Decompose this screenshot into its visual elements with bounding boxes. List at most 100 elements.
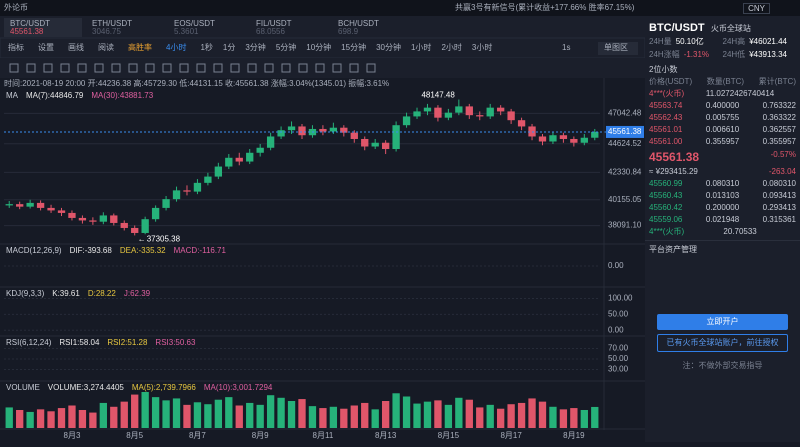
interval-button[interactable]: 10分钟 — [306, 42, 331, 52]
bid-row: 4***(火币) 20.70533 — [645, 226, 800, 238]
draw-tool[interactable] — [94, 63, 104, 73]
interval-button[interactable]: 1s — [562, 43, 570, 52]
volume-bar — [214, 399, 223, 428]
draw-tool[interactable] — [264, 63, 274, 73]
candle-body — [455, 106, 463, 113]
volume-bar — [591, 406, 599, 428]
interval-button[interactable]: 15分钟 — [341, 42, 366, 52]
volume-bar — [172, 398, 181, 428]
interval-button[interactable]: 3分钟 — [245, 42, 265, 52]
volume-bar — [131, 394, 139, 428]
tab-name[interactable]: FIL/USDT — [256, 19, 292, 28]
x-tick-label: 8月13 — [375, 431, 397, 440]
y-tick-label: 38091.10 — [608, 221, 642, 230]
draw-tool[interactable] — [60, 63, 70, 73]
toolbar-button[interactable]: 高胜率 — [128, 42, 152, 52]
volume-bar — [141, 392, 149, 428]
tab-name[interactable]: BCH/USDT — [338, 19, 379, 28]
y-tick-label: 30.00 — [608, 365, 629, 374]
draw-tool[interactable] — [315, 63, 325, 73]
interval-button[interactable]: 1秒 — [200, 42, 212, 52]
legend-item: DIF:-393.68 — [70, 246, 113, 255]
candle-body — [497, 107, 505, 112]
candle-body — [36, 202, 45, 208]
cell: 45561.00 — [649, 137, 683, 146]
draw-tool[interactable] — [77, 63, 87, 73]
draw-tool[interactable] — [213, 63, 223, 73]
candle-body — [402, 116, 411, 126]
toolbar-button[interactable]: 4小时 — [166, 42, 186, 52]
candle-body — [26, 202, 34, 207]
authorize[interactable]: 已有火币全球站账户，前往授权 — [657, 334, 788, 352]
draw-tool[interactable] — [298, 63, 308, 73]
interval-button[interactable]: 3小时 — [472, 42, 492, 52]
candle-body — [68, 212, 76, 218]
stat-label: 24H高 — [722, 37, 746, 46]
candle-body — [559, 135, 568, 139]
last-price: 45561.38 — [608, 127, 642, 136]
tab-price[interactable]: 45561.38 — [10, 27, 44, 36]
candle-body — [340, 127, 348, 133]
interval-button[interactable]: 30分钟 — [376, 42, 401, 52]
draw-tool[interactable] — [162, 63, 172, 73]
volume-bar — [423, 401, 432, 428]
interval-button[interactable]: 1小时 — [411, 42, 431, 52]
tab-price[interactable]: 3046.75 — [92, 27, 121, 36]
interval-button[interactable]: 5分钟 — [276, 42, 296, 52]
toolbar-button[interactable]: 画线 — [68, 42, 84, 52]
low-label: 37305.38 — [147, 235, 181, 244]
cell: 0.763322 — [762, 101, 796, 110]
cell: 45560.43 — [649, 191, 683, 200]
volume-bar — [151, 397, 160, 428]
interval-button[interactable]: 2小时 — [441, 42, 461, 52]
draw-tool[interactable] — [230, 63, 240, 73]
interval-button[interactable]: 1分 — [223, 43, 235, 52]
tab-price[interactable]: 5.3601 — [174, 27, 199, 36]
cell: 45562.43 — [649, 113, 683, 122]
legend-item: DEA:-335.32 — [120, 246, 166, 255]
draw-tool[interactable] — [247, 63, 257, 73]
candle-body — [570, 138, 578, 143]
decimals[interactable]: 2位小数 — [649, 65, 678, 74]
draw-tool[interactable] — [281, 63, 291, 73]
tab[interactable] — [332, 18, 410, 37]
tab-name[interactable]: BTC/USDT — [10, 19, 50, 28]
draw-tool[interactable] — [9, 63, 19, 73]
tab[interactable] — [4, 18, 82, 37]
tab-price[interactable]: 698.9 — [338, 27, 359, 36]
cell: 0.315361 — [762, 215, 796, 224]
volume-bar — [110, 406, 118, 428]
toolbar-button[interactable]: 阅读 — [98, 42, 114, 52]
tab-price[interactable]: 68.0556 — [256, 27, 285, 36]
bid-row: 45560.43 0.013103 0.093413 — [645, 190, 800, 202]
draw-tool[interactable] — [128, 63, 138, 73]
draw-tool[interactable] — [196, 63, 206, 73]
candle-body — [266, 136, 275, 148]
currency[interactable]: CNY — [743, 2, 770, 14]
tab-name[interactable]: ETH/USDT — [92, 19, 132, 28]
draw-tool[interactable] — [26, 63, 36, 73]
cell: 0.362557 — [762, 125, 796, 134]
y-tick-label: 47042.48 — [608, 108, 642, 117]
candle-body — [89, 220, 97, 222]
candle-body — [172, 190, 181, 200]
signal[interactable]: 共赢3号有新信号(累计收益+177.66% 胜率67.15%) — [455, 2, 635, 12]
draw-tool[interactable] — [43, 63, 53, 73]
draw-tool[interactable] — [111, 63, 121, 73]
draw-tool[interactable] — [349, 63, 359, 73]
tab[interactable] — [168, 18, 246, 37]
tab[interactable] — [250, 18, 328, 37]
open-account[interactable]: 立即开户 — [657, 314, 788, 330]
note: 注：不做外部交易指导 — [682, 361, 763, 370]
tab[interactable] — [86, 18, 164, 37]
tab-name[interactable]: EOS/USDT — [174, 19, 215, 28]
draw-tool[interactable] — [145, 63, 155, 73]
draw-tool[interactable] — [332, 63, 342, 73]
toolbar-button[interactable]: 指标 — [8, 42, 24, 52]
draw-tool[interactable] — [179, 63, 189, 73]
toolbar-button[interactable]: 设置 — [38, 42, 54, 52]
candle-body — [277, 130, 285, 137]
layout-button[interactable]: 单图区 — [604, 42, 628, 52]
legend-item: KDJ(9,3,3) — [6, 289, 45, 298]
draw-tool[interactable] — [366, 63, 376, 73]
